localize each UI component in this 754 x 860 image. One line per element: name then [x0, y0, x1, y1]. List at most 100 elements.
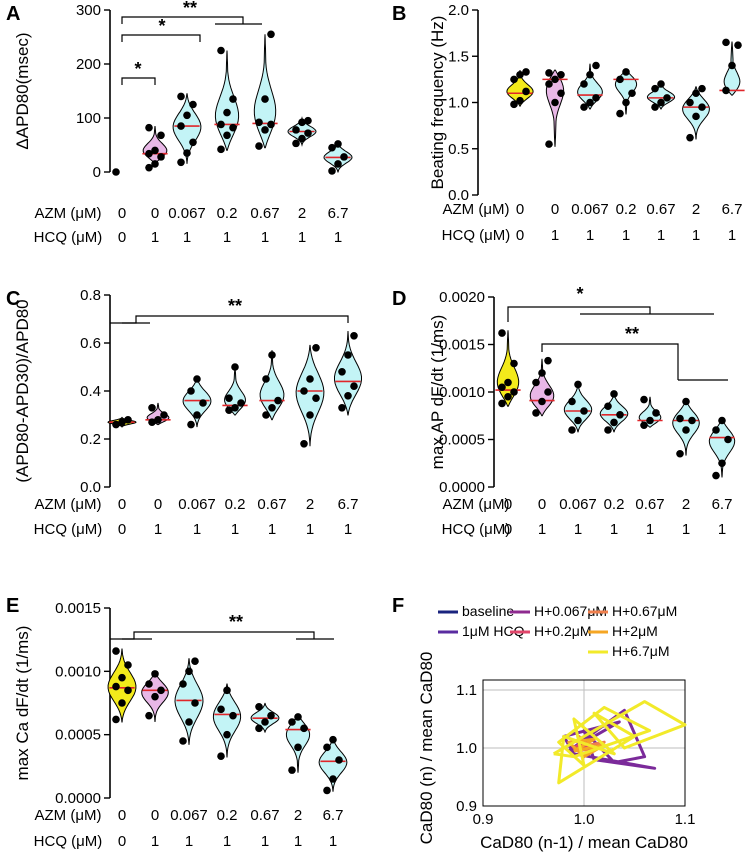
data-point	[532, 409, 540, 417]
data-point	[651, 84, 659, 93]
y-tick-label: 1.1	[456, 682, 477, 699]
hcq-value: 1	[261, 229, 269, 246]
y-tick-label: 0.0015	[55, 600, 101, 617]
y-tick-label: 200	[76, 56, 101, 73]
data-point	[187, 387, 195, 395]
data-point	[223, 131, 231, 140]
y-tick-label: 0.0005	[55, 727, 101, 744]
panel-F: F 0.9 1.0 1.1 0.9 1.0 1.1 CaD80 (n-1) / mean Ca…	[392, 595, 695, 852]
azm-value: 0	[151, 807, 159, 824]
data-point	[217, 145, 225, 154]
hcq-value: 1	[344, 521, 352, 538]
azm-value: 0.2	[217, 205, 238, 222]
violin-body	[529, 358, 555, 417]
azm-value: 2	[306, 496, 314, 513]
azm-value: 0.067	[571, 201, 609, 218]
data-point	[300, 387, 308, 395]
data-point	[193, 375, 201, 383]
data-point	[323, 786, 331, 795]
data-point	[510, 100, 518, 109]
azm-value: 0.2	[225, 496, 246, 513]
data-point	[191, 699, 199, 707]
panel-letter-F: F	[392, 595, 404, 617]
data-point	[191, 657, 199, 665]
hcq-value: 0	[118, 521, 126, 538]
y-tick-label: 1.5	[448, 48, 469, 65]
data-point	[145, 711, 153, 720]
hcq-value: 1	[538, 521, 546, 538]
data-point	[294, 713, 302, 721]
data-point	[574, 380, 582, 389]
hcq-value: 1	[185, 833, 193, 850]
data-point	[504, 378, 512, 387]
data-point	[340, 153, 348, 161]
hcq-value: 1	[329, 833, 337, 850]
azm-value: 0	[118, 205, 126, 222]
azm-value: 0	[151, 205, 159, 222]
x-tick-label: 1.1	[675, 811, 696, 828]
sig-bracket	[110, 631, 315, 640]
data-point	[712, 426, 720, 434]
hcq-value: 1	[154, 521, 162, 538]
data-point	[231, 363, 239, 371]
data-point	[124, 416, 132, 424]
azm-value: 0.67	[646, 201, 675, 218]
y-tick-label: 0.0	[80, 479, 101, 496]
data-point	[640, 395, 648, 404]
data-point	[300, 724, 308, 733]
y-tick-label: 0.8	[80, 287, 101, 304]
data-point	[157, 131, 165, 140]
data-point	[568, 397, 576, 406]
data-point	[288, 766, 296, 774]
violin-body	[174, 658, 204, 745]
data-point	[187, 420, 195, 429]
data-point	[112, 168, 120, 176]
data-point	[616, 75, 624, 84]
data-point	[338, 368, 346, 376]
legend-label: H+0.2μM	[534, 623, 591, 639]
y-tick-label: 100	[76, 110, 101, 127]
data-point	[145, 163, 153, 172]
data-point	[124, 661, 132, 669]
data-point	[682, 426, 690, 434]
data-point	[610, 418, 618, 427]
violin-body	[334, 330, 362, 416]
azm-value: 0.67	[250, 205, 279, 222]
hcq-value: 1	[223, 229, 231, 246]
data-point	[622, 98, 630, 107]
data-point	[616, 109, 624, 118]
hcq-label: HCQ (μM)	[442, 227, 511, 244]
panel-E: E 0.0000 0.0005 0.0010 0.0015 max Ca dF/dt (1…	[6, 595, 348, 850]
y-tick-label: 2.0	[448, 2, 469, 19]
y-axis-label: Beating frequency (Hz)	[428, 16, 447, 190]
hcq-value: 1	[183, 229, 191, 246]
data-point	[722, 38, 730, 47]
y-axis-label: CaD80 (n) / mean CaD80	[417, 652, 436, 845]
data-point	[616, 411, 624, 419]
data-point	[498, 399, 506, 408]
data-point	[292, 139, 300, 148]
hcq-label: HCQ (μM)	[442, 521, 511, 538]
hcq-value: 1	[551, 227, 559, 244]
y-tick-label: 0.9	[456, 798, 477, 815]
data-point	[199, 399, 207, 407]
y-axis-label: max Ca dF/dt (1/ms)	[13, 626, 32, 781]
legend-label: H+0.67μM	[612, 603, 677, 619]
data-point	[288, 718, 296, 726]
data-point	[225, 394, 233, 403]
data-point	[177, 158, 185, 167]
hcq-value: 1	[682, 521, 690, 538]
data-point	[545, 69, 553, 77]
data-point	[229, 711, 237, 720]
data-point	[657, 98, 665, 107]
data-point	[586, 98, 594, 107]
data-point	[604, 402, 612, 411]
hcq-value: 1	[646, 521, 654, 538]
hcq-value: 1	[692, 227, 700, 244]
azm-value: 0.2	[217, 807, 238, 824]
data-point	[350, 382, 358, 391]
data-point	[724, 435, 732, 444]
data-point	[255, 724, 263, 733]
azm-value: 0	[516, 201, 524, 218]
